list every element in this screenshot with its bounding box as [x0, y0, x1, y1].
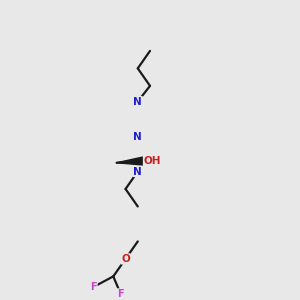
Polygon shape	[117, 157, 144, 165]
Text: N: N	[134, 167, 142, 176]
Text: N: N	[134, 97, 142, 106]
Text: O: O	[121, 254, 130, 264]
Text: OH: OH	[143, 156, 161, 166]
Text: F: F	[90, 282, 97, 292]
Text: N: N	[134, 132, 142, 142]
Text: F: F	[117, 289, 124, 299]
